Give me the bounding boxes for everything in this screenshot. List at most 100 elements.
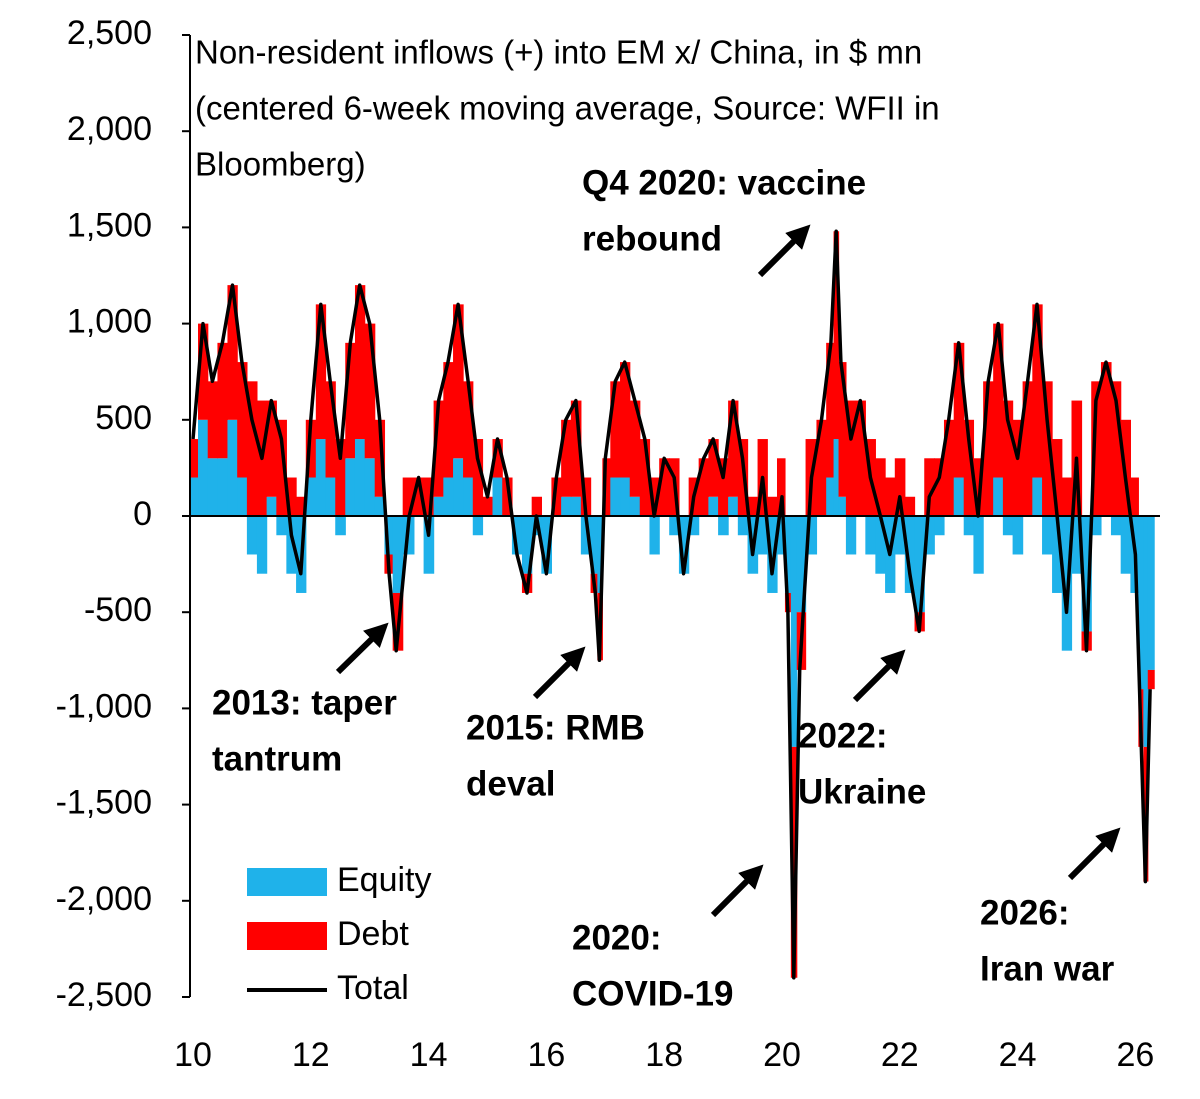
bar (443, 362, 454, 478)
bar (286, 477, 297, 516)
bar (1052, 439, 1063, 516)
bar (1032, 304, 1043, 478)
bar (198, 419, 209, 516)
bar (364, 323, 376, 459)
x-tick-label: 10 (174, 1036, 212, 1074)
bar (1071, 516, 1083, 574)
bar (767, 496, 778, 516)
bar (1012, 516, 1024, 555)
annotation-arrow (1067, 827, 1121, 881)
bar (776, 458, 786, 516)
bar (237, 477, 248, 516)
bar (610, 477, 621, 516)
bar (305, 477, 317, 516)
bar (364, 458, 376, 516)
bar (602, 458, 611, 516)
x-tick-label: 26 (1116, 1036, 1154, 1074)
bar (833, 231, 840, 440)
annotation: 2020: (572, 918, 662, 957)
bar (688, 516, 700, 536)
annotation: 2013: taper (212, 683, 397, 722)
bar (276, 419, 287, 516)
bar (708, 439, 719, 497)
bar (620, 477, 631, 516)
bar (561, 496, 572, 516)
bar (453, 458, 464, 516)
bar (904, 496, 916, 516)
chart-title: Bloomberg) (195, 146, 366, 183)
x-tick-label: 18 (645, 1036, 683, 1074)
bar (833, 439, 840, 516)
bar (482, 496, 494, 516)
overlay: Non-resident inflows (+) into EM x/ Chin… (191, 34, 1152, 1013)
annotation: 2022: (798, 716, 888, 755)
x-tick-label: 22 (881, 1036, 919, 1074)
bar (276, 516, 287, 536)
bar (1052, 516, 1063, 593)
bar (472, 516, 484, 536)
bar (963, 419, 975, 516)
bar (433, 496, 444, 516)
y-tick-label: 1,500 (67, 206, 152, 244)
bar (227, 419, 238, 516)
bar (1143, 516, 1149, 747)
annotation: 2015: RMB (466, 708, 645, 747)
bar (472, 439, 484, 516)
bar (189, 477, 199, 516)
bar (934, 458, 945, 516)
bar (246, 516, 258, 555)
bar (374, 419, 386, 497)
x-tick-label: 12 (292, 1036, 330, 1074)
bar (924, 458, 935, 516)
bar (423, 477, 435, 516)
bar (354, 285, 366, 440)
annotation-arrow (757, 224, 811, 278)
bar (838, 362, 847, 497)
bar (463, 477, 474, 516)
bar (767, 516, 778, 593)
bar (217, 342, 229, 459)
annotation: tantrum (212, 739, 342, 778)
bar (413, 477, 425, 516)
bar (1110, 381, 1122, 516)
y-tick-label: 2,000 (67, 110, 152, 148)
y-tick-label: 1,000 (67, 303, 152, 341)
bar (953, 477, 965, 516)
bar (266, 400, 277, 497)
bar (1012, 419, 1024, 516)
annotation-arrow (532, 646, 586, 700)
bar (256, 516, 268, 574)
bar (776, 516, 786, 555)
bar (217, 458, 229, 516)
bar (1091, 381, 1102, 516)
bar (649, 477, 660, 516)
annotation-arrow (335, 622, 389, 675)
bars (189, 231, 1155, 978)
bar (511, 516, 523, 555)
bar (796, 516, 807, 613)
bar (551, 477, 562, 516)
bar (374, 496, 386, 516)
bar (453, 304, 464, 459)
bar (1100, 362, 1112, 516)
bar (335, 439, 346, 516)
bar (865, 516, 876, 555)
bar (698, 458, 709, 516)
bar (757, 516, 768, 555)
bar (492, 439, 503, 478)
bar (885, 477, 896, 516)
bar (207, 381, 219, 459)
bar (1081, 516, 1092, 632)
bar (345, 458, 356, 516)
total-line (191, 229, 1152, 980)
bar (669, 516, 680, 536)
bar (1022, 381, 1033, 516)
bar (629, 400, 641, 497)
bar (1120, 516, 1131, 574)
bar (620, 362, 631, 478)
annotation: Ukraine (798, 772, 926, 811)
bar (570, 496, 582, 516)
bar (639, 439, 651, 516)
annotation: rebound (582, 219, 722, 258)
bar (1110, 516, 1122, 536)
